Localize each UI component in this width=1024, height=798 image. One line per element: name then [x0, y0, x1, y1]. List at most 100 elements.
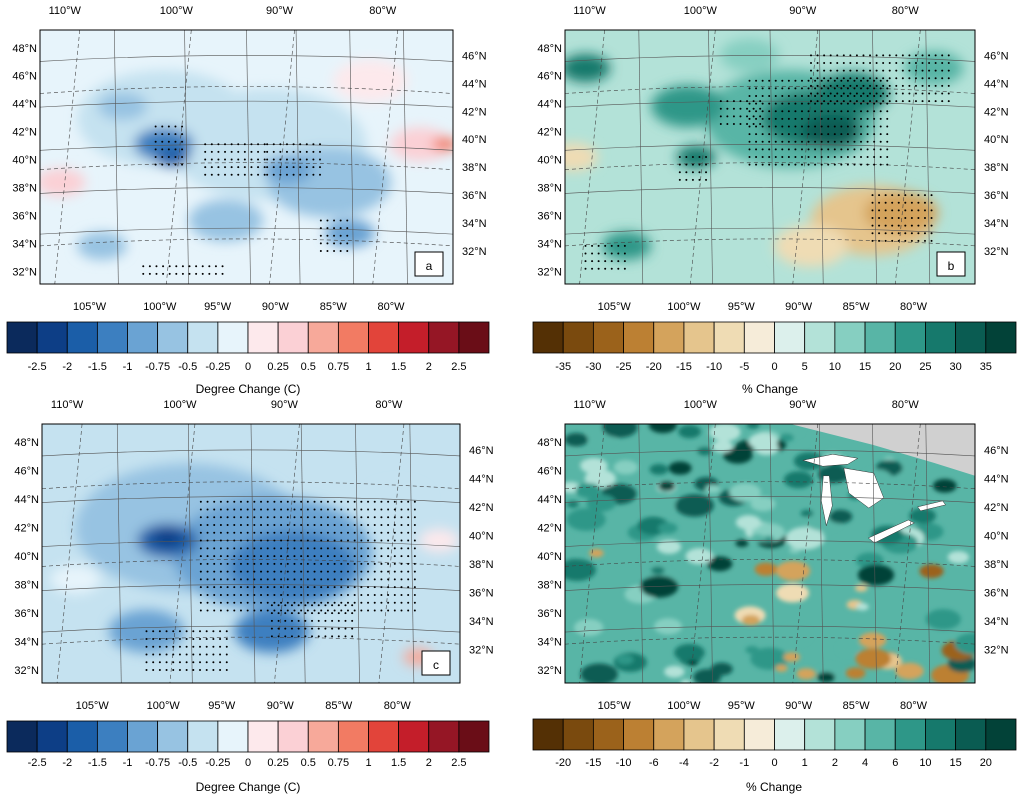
significance-dot	[206, 500, 209, 503]
significance-dot	[886, 79, 889, 82]
state-line	[565, 625, 975, 633]
significance-dot	[286, 601, 289, 604]
field-blob	[857, 564, 895, 586]
significance-dot	[823, 62, 826, 65]
colorbar-tick-label: 1	[365, 757, 371, 769]
significance-dot	[213, 500, 216, 503]
colorbar-swatch	[307, 321, 339, 354]
significance-dot	[299, 158, 302, 161]
significance-dot	[293, 555, 296, 558]
field-blob	[154, 147, 190, 167]
significance-dot	[807, 102, 810, 105]
significance-dot	[305, 158, 308, 161]
field-blob	[50, 565, 101, 594]
parallel	[42, 559, 460, 567]
significance-dot	[816, 100, 819, 103]
field-blob	[750, 534, 765, 543]
significance-dot	[761, 87, 764, 90]
significance-dot	[908, 69, 911, 72]
significance-dot	[154, 140, 157, 143]
significance-dot	[814, 87, 817, 90]
significance-dot	[860, 102, 863, 105]
significance-dot	[895, 62, 898, 65]
significance-dot	[346, 524, 349, 527]
significance-dot	[866, 148, 869, 151]
meridian	[792, 30, 819, 284]
significance-dot	[280, 562, 283, 565]
significance-dot	[685, 163, 688, 166]
significance-dot	[260, 586, 263, 589]
significance-dot	[272, 158, 275, 161]
significance-dot	[928, 77, 931, 80]
state-line	[872, 424, 877, 683]
significance-dot	[380, 593, 383, 596]
significance-dot	[313, 508, 316, 511]
significance-dot	[895, 100, 898, 103]
significance-dot	[360, 531, 363, 534]
field-blob	[828, 509, 853, 524]
significance-dot	[947, 69, 950, 72]
significance-dot	[360, 586, 363, 589]
significance-dot	[145, 669, 148, 672]
significance-dot	[253, 508, 256, 511]
field-blob	[909, 508, 936, 524]
significance-dot	[293, 601, 296, 604]
significance-dot	[871, 224, 874, 227]
significance-dot	[210, 143, 213, 146]
significance-dot	[930, 224, 933, 227]
significance-dot	[152, 637, 155, 640]
significance-dot	[814, 95, 817, 98]
colorbar-d: -20 -15 -10 -6 -4 -2 -1 0 1 2 4 6 10 15 20	[532, 718, 1017, 769]
significance-dot	[326, 508, 329, 511]
colorbar-tick-label: 1	[365, 361, 371, 373]
significance-dot	[305, 143, 308, 146]
significance-dot	[233, 586, 236, 589]
significance-dot	[293, 593, 296, 596]
significance-dot	[678, 178, 681, 181]
significance-dot	[853, 125, 856, 128]
significance-dot	[353, 562, 356, 565]
significance-dot	[320, 593, 323, 596]
significance-dot	[199, 669, 202, 672]
significance-dot	[300, 500, 303, 503]
field-blob	[152, 529, 183, 547]
significance-dot	[768, 156, 771, 158]
right-lat-label: 38°N	[984, 162, 1009, 174]
significance-dot	[888, 84, 891, 87]
colorbar-tick-label: -0.5	[178, 757, 197, 769]
left-lat-label: 48°N	[12, 43, 37, 55]
significance-dot	[761, 117, 764, 120]
significance-dot	[226, 609, 229, 612]
field-blob	[735, 515, 762, 530]
colorbar-tick-label: 15	[859, 361, 871, 373]
colorbar-tick-label: 20	[980, 757, 992, 769]
significance-dot	[181, 148, 184, 151]
significance-dot	[326, 601, 329, 604]
meridian	[269, 30, 295, 284]
significance-dot	[917, 201, 920, 204]
significance-dot	[319, 249, 322, 252]
significance-dot	[174, 140, 177, 143]
significance-dot	[212, 637, 215, 640]
significance-dot	[934, 77, 937, 80]
significance-dot	[233, 570, 236, 573]
left-lat-label: 46°N	[537, 71, 562, 83]
field-blob	[565, 54, 611, 83]
significance-dot	[205, 645, 208, 648]
significance-dot	[199, 593, 202, 596]
colorbar-swatch	[713, 321, 745, 354]
significance-dot	[853, 117, 856, 120]
significance-dot	[199, 586, 202, 589]
significance-dot	[794, 133, 797, 136]
significance-dot	[787, 125, 790, 128]
significance-dot	[239, 547, 242, 550]
significance-dot	[337, 635, 340, 638]
significance-dot	[181, 125, 184, 128]
meridian	[169, 424, 196, 683]
significance-dot	[761, 125, 764, 128]
significance-dot	[393, 609, 396, 612]
significance-dot	[393, 555, 396, 558]
significance-dot	[840, 117, 843, 120]
significance-dot	[313, 516, 316, 519]
top-lon-label: 110°W	[51, 399, 84, 411]
